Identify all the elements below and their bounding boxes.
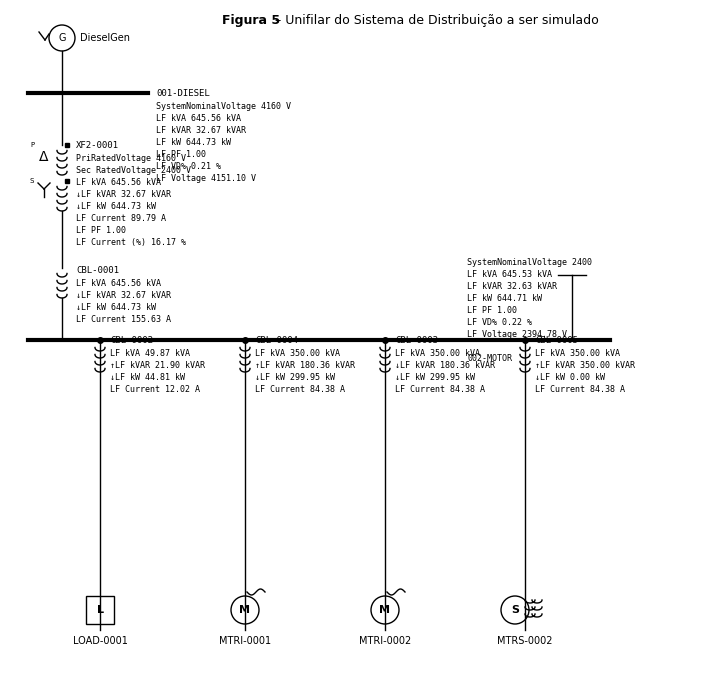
Text: M: M (379, 605, 391, 615)
Bar (86, 596, 114, 624)
Text: LF kVA 645.56 kVA: LF kVA 645.56 kVA (156, 114, 241, 123)
Text: LF kVA 350.00 kVA: LF kVA 350.00 kVA (395, 349, 480, 358)
Text: LF kVA 49.87 kVA: LF kVA 49.87 kVA (110, 349, 190, 358)
Text: MTRI-0001: MTRI-0001 (219, 636, 271, 646)
Text: SystemNominalVoltage 2400: SystemNominalVoltage 2400 (467, 258, 592, 267)
Text: Sec RatedVoltage 2400 V: Sec RatedVoltage 2400 V (76, 166, 191, 175)
Text: LF kVA 645.56 kVA: LF kVA 645.56 kVA (76, 178, 161, 187)
Text: LOAD-0001: LOAD-0001 (73, 636, 128, 646)
Text: DieselGen: DieselGen (80, 33, 130, 43)
Text: LF kW 644.71 kW: LF kW 644.71 kW (467, 294, 542, 303)
Text: ↓LF kVAR 32.67 kVAR: ↓LF kVAR 32.67 kVAR (76, 291, 171, 300)
Text: L: L (97, 605, 104, 615)
Text: CBL-0002: CBL-0002 (110, 336, 153, 345)
Text: M: M (240, 605, 250, 615)
Text: CBL-0005: CBL-0005 (535, 336, 578, 345)
Text: ↓LF kW 644.73 kW: ↓LF kW 644.73 kW (76, 303, 156, 312)
Text: Figura 5: Figura 5 (222, 14, 280, 27)
Text: LF kVA 645.53 kVA: LF kVA 645.53 kVA (467, 270, 552, 279)
Text: LF Current (%) 16.17 %: LF Current (%) 16.17 % (76, 238, 186, 247)
Text: ↑LF kVAR 180.36 kVAR: ↑LF kVAR 180.36 kVAR (255, 361, 355, 370)
Text: ↑LF kVAR 350.00 kVAR: ↑LF kVAR 350.00 kVAR (535, 361, 635, 370)
Text: LF Current 12.02 A: LF Current 12.02 A (110, 385, 200, 394)
Text: P: P (30, 142, 34, 148)
Text: ↓LF kW 644.73 kW: ↓LF kW 644.73 kW (76, 202, 156, 211)
Text: LF Voltage 2394.78 V: LF Voltage 2394.78 V (467, 330, 567, 339)
Text: LF Current 84.38 A: LF Current 84.38 A (535, 385, 625, 394)
Text: ↓LF kW 44.81 kW: ↓LF kW 44.81 kW (110, 373, 185, 382)
Text: PriRatedVoltage 4160 V: PriRatedVoltage 4160 V (76, 154, 186, 163)
Text: G: G (59, 33, 66, 43)
Text: 002-MOTOR: 002-MOTOR (467, 354, 512, 363)
Text: MTRI-0002: MTRI-0002 (359, 636, 411, 646)
Text: CBL-0003: CBL-0003 (395, 336, 438, 345)
Text: LF PF 1.00: LF PF 1.00 (467, 306, 517, 315)
Text: SystemNominalVoltage 4160 V: SystemNominalVoltage 4160 V (156, 102, 291, 111)
Text: LF kVA 350.00 kVA: LF kVA 350.00 kVA (255, 349, 340, 358)
Text: Δ: Δ (39, 150, 49, 164)
Text: Figura 5: Figura 5 (0, 696, 1, 697)
Text: CBL-0004: CBL-0004 (255, 336, 298, 345)
Text: LF kVAR 32.63 kVAR: LF kVAR 32.63 kVAR (467, 282, 557, 291)
Text: LF kVA 350.00 kVA: LF kVA 350.00 kVA (535, 349, 620, 358)
Text: LF VD% 0.22 %: LF VD% 0.22 % (467, 318, 532, 327)
Text: ↓LF kVAR 32.67 kVAR: ↓LF kVAR 32.67 kVAR (76, 190, 171, 199)
Text: 001-DIESEL: 001-DIESEL (156, 89, 210, 98)
Text: LF VD% 0.21 %: LF VD% 0.21 % (156, 162, 221, 171)
Text: LF kW 644.73 kW: LF kW 644.73 kW (156, 138, 231, 147)
Text: LF Voltage 4151.10 V: LF Voltage 4151.10 V (156, 174, 256, 183)
Text: ↑LF kVAR 21.90 kVAR: ↑LF kVAR 21.90 kVAR (110, 361, 205, 370)
Text: MTRS-0002: MTRS-0002 (497, 636, 553, 646)
Text: LF Current 84.38 A: LF Current 84.38 A (255, 385, 345, 394)
Text: ↓LF kW 299.95 kW: ↓LF kW 299.95 kW (255, 373, 335, 382)
Text: LF Current 84.38 A: LF Current 84.38 A (395, 385, 485, 394)
Text: – Unifilar do Sistema de Distribuição a ser simulado: – Unifilar do Sistema de Distribuição a … (271, 14, 599, 27)
Text: ↓LF kW 0.00 kW: ↓LF kW 0.00 kW (535, 373, 605, 382)
Text: LF kVAR 32.67 kVAR: LF kVAR 32.67 kVAR (156, 126, 246, 135)
Text: LF Current 155.63 A: LF Current 155.63 A (76, 315, 171, 324)
Text: ↓LF kVAR 180.36 kVAR: ↓LF kVAR 180.36 kVAR (395, 361, 495, 370)
Text: XF2-0001: XF2-0001 (76, 141, 119, 150)
Text: LF PF 1.00: LF PF 1.00 (156, 150, 206, 159)
Text: LF Current 89.79 A: LF Current 89.79 A (76, 214, 166, 223)
Text: LF PF 1.00: LF PF 1.00 (76, 226, 126, 235)
Text: LF kVA 645.56 kVA: LF kVA 645.56 kVA (76, 279, 161, 288)
Text: Figura 5 – Unifilar do Sistema de Distribuição a ser simulado: Figura 5 – Unifilar do Sistema de Distri… (0, 696, 1, 697)
Text: ↓LF kW 299.95 kW: ↓LF kW 299.95 kW (395, 373, 475, 382)
Text: S: S (30, 178, 34, 184)
Text: CBL-0001: CBL-0001 (76, 266, 119, 275)
Text: S: S (511, 605, 519, 615)
